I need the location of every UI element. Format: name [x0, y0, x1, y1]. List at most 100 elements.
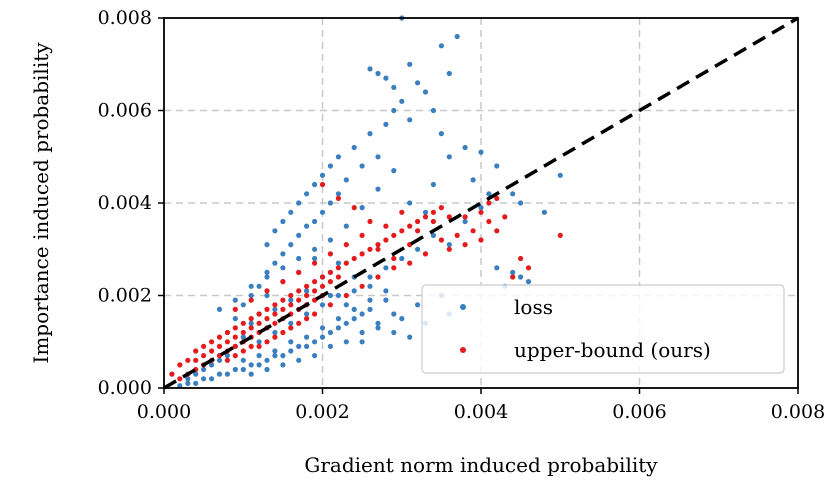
- legend: loss upper-bound (ours): [421, 284, 785, 374]
- data-point-upper-bound: [415, 218, 421, 225]
- data-point-upper-bound: [232, 353, 238, 359]
- data-point-loss: [248, 371, 254, 377]
- legend-marker-loss: [460, 304, 466, 310]
- data-point-loss: [319, 302, 326, 308]
- data-point-upper-bound: [280, 306, 286, 312]
- data-point-upper-bound: [478, 209, 484, 215]
- data-point-loss: [375, 186, 381, 192]
- data-point-loss: [383, 75, 389, 81]
- data-point-upper-bound: [240, 329, 246, 336]
- data-point-loss: [272, 329, 278, 336]
- y-tick-label: 0.004: [98, 192, 152, 214]
- data-point-upper-bound: [359, 232, 365, 238]
- data-point-upper-bound: [343, 242, 349, 248]
- data-point-upper-bound: [375, 274, 381, 280]
- data-point-loss: [343, 339, 349, 345]
- data-point-loss: [201, 366, 207, 373]
- data-point-loss: [454, 33, 460, 40]
- data-point-upper-bound: [518, 255, 524, 262]
- data-point-upper-bound: [454, 232, 460, 238]
- data-point-loss: [312, 181, 318, 188]
- data-point-loss: [351, 288, 357, 294]
- data-point-loss: [264, 242, 270, 248]
- y-tick-label: 0.002: [98, 285, 152, 307]
- data-point-loss: [422, 89, 429, 95]
- data-point-upper-bound: [359, 283, 365, 289]
- data-point-upper-bound: [478, 237, 484, 243]
- data-point-loss: [422, 209, 429, 215]
- data-point-loss: [391, 329, 397, 336]
- data-point-upper-bound: [327, 269, 333, 275]
- data-point-upper-bound: [232, 334, 238, 340]
- data-point-upper-bound: [486, 200, 492, 206]
- data-point-loss: [478, 205, 484, 211]
- data-point-upper-bound: [525, 265, 532, 271]
- data-point-upper-bound: [502, 214, 508, 220]
- data-point-upper-bound: [319, 274, 326, 280]
- data-point-loss: [296, 255, 302, 262]
- data-point-upper-bound: [327, 251, 333, 257]
- data-point-loss: [367, 274, 373, 280]
- data-point-loss: [272, 260, 278, 266]
- data-point-loss: [367, 297, 373, 303]
- data-point-loss: [359, 339, 365, 345]
- data-point-loss: [335, 316, 341, 322]
- data-point-loss: [525, 279, 532, 285]
- data-point-loss: [415, 246, 421, 252]
- data-point-loss: [312, 339, 318, 345]
- data-point-upper-bound: [177, 376, 183, 382]
- data-point-loss: [367, 283, 373, 289]
- data-point-upper-bound: [264, 288, 270, 294]
- data-point-upper-bound: [422, 251, 429, 257]
- data-point-loss: [256, 362, 262, 368]
- data-point-loss: [327, 200, 333, 206]
- data-point-loss: [391, 168, 397, 174]
- data-point-loss: [240, 302, 246, 308]
- data-point-loss: [264, 292, 270, 299]
- data-point-upper-bound: [232, 306, 238, 312]
- data-point-upper-bound: [383, 237, 389, 243]
- data-point-loss: [304, 343, 310, 349]
- data-point-loss: [541, 209, 548, 215]
- data-point-upper-bound: [280, 279, 286, 285]
- x-tick-label: 0.002: [295, 401, 349, 423]
- data-point-loss: [327, 237, 333, 243]
- data-point-upper-bound: [272, 334, 278, 340]
- data-point-loss: [288, 209, 294, 215]
- data-point-loss: [280, 353, 286, 359]
- data-point-upper-bound: [557, 232, 563, 238]
- data-point-upper-bound: [415, 228, 421, 234]
- data-point-upper-bound: [430, 209, 436, 215]
- data-point-loss: [264, 269, 270, 275]
- data-point-loss: [248, 292, 254, 299]
- legend-marker-upper-bound: [460, 347, 466, 353]
- data-point-loss: [375, 154, 381, 160]
- data-point-loss: [383, 265, 389, 271]
- data-point-loss: [391, 311, 397, 317]
- data-point-loss: [304, 334, 310, 340]
- data-point-upper-bound: [280, 297, 286, 303]
- data-point-loss: [446, 242, 452, 248]
- data-point-upper-bound: [232, 325, 238, 331]
- data-point-loss: [343, 320, 349, 326]
- data-point-loss: [272, 348, 278, 354]
- data-point-upper-bound: [359, 251, 365, 257]
- data-point-loss: [470, 177, 476, 183]
- data-point-loss: [518, 274, 524, 280]
- data-point-loss: [375, 325, 381, 331]
- data-point-upper-bound: [264, 316, 270, 322]
- data-point-upper-bound: [343, 292, 349, 299]
- data-point-loss: [351, 316, 357, 322]
- data-point-upper-bound: [296, 288, 302, 294]
- data-point-loss: [430, 181, 436, 188]
- data-point-loss: [335, 325, 341, 331]
- data-point-upper-bound: [399, 209, 405, 215]
- data-point-upper-bound: [248, 297, 254, 303]
- data-point-loss: [478, 149, 484, 155]
- data-point-loss: [415, 80, 421, 86]
- data-point-loss: [312, 255, 318, 262]
- data-point-loss: [185, 376, 191, 382]
- y-axis-label: Importance induced probability: [29, 42, 53, 364]
- data-point-loss: [288, 320, 294, 326]
- data-point-loss: [327, 292, 333, 299]
